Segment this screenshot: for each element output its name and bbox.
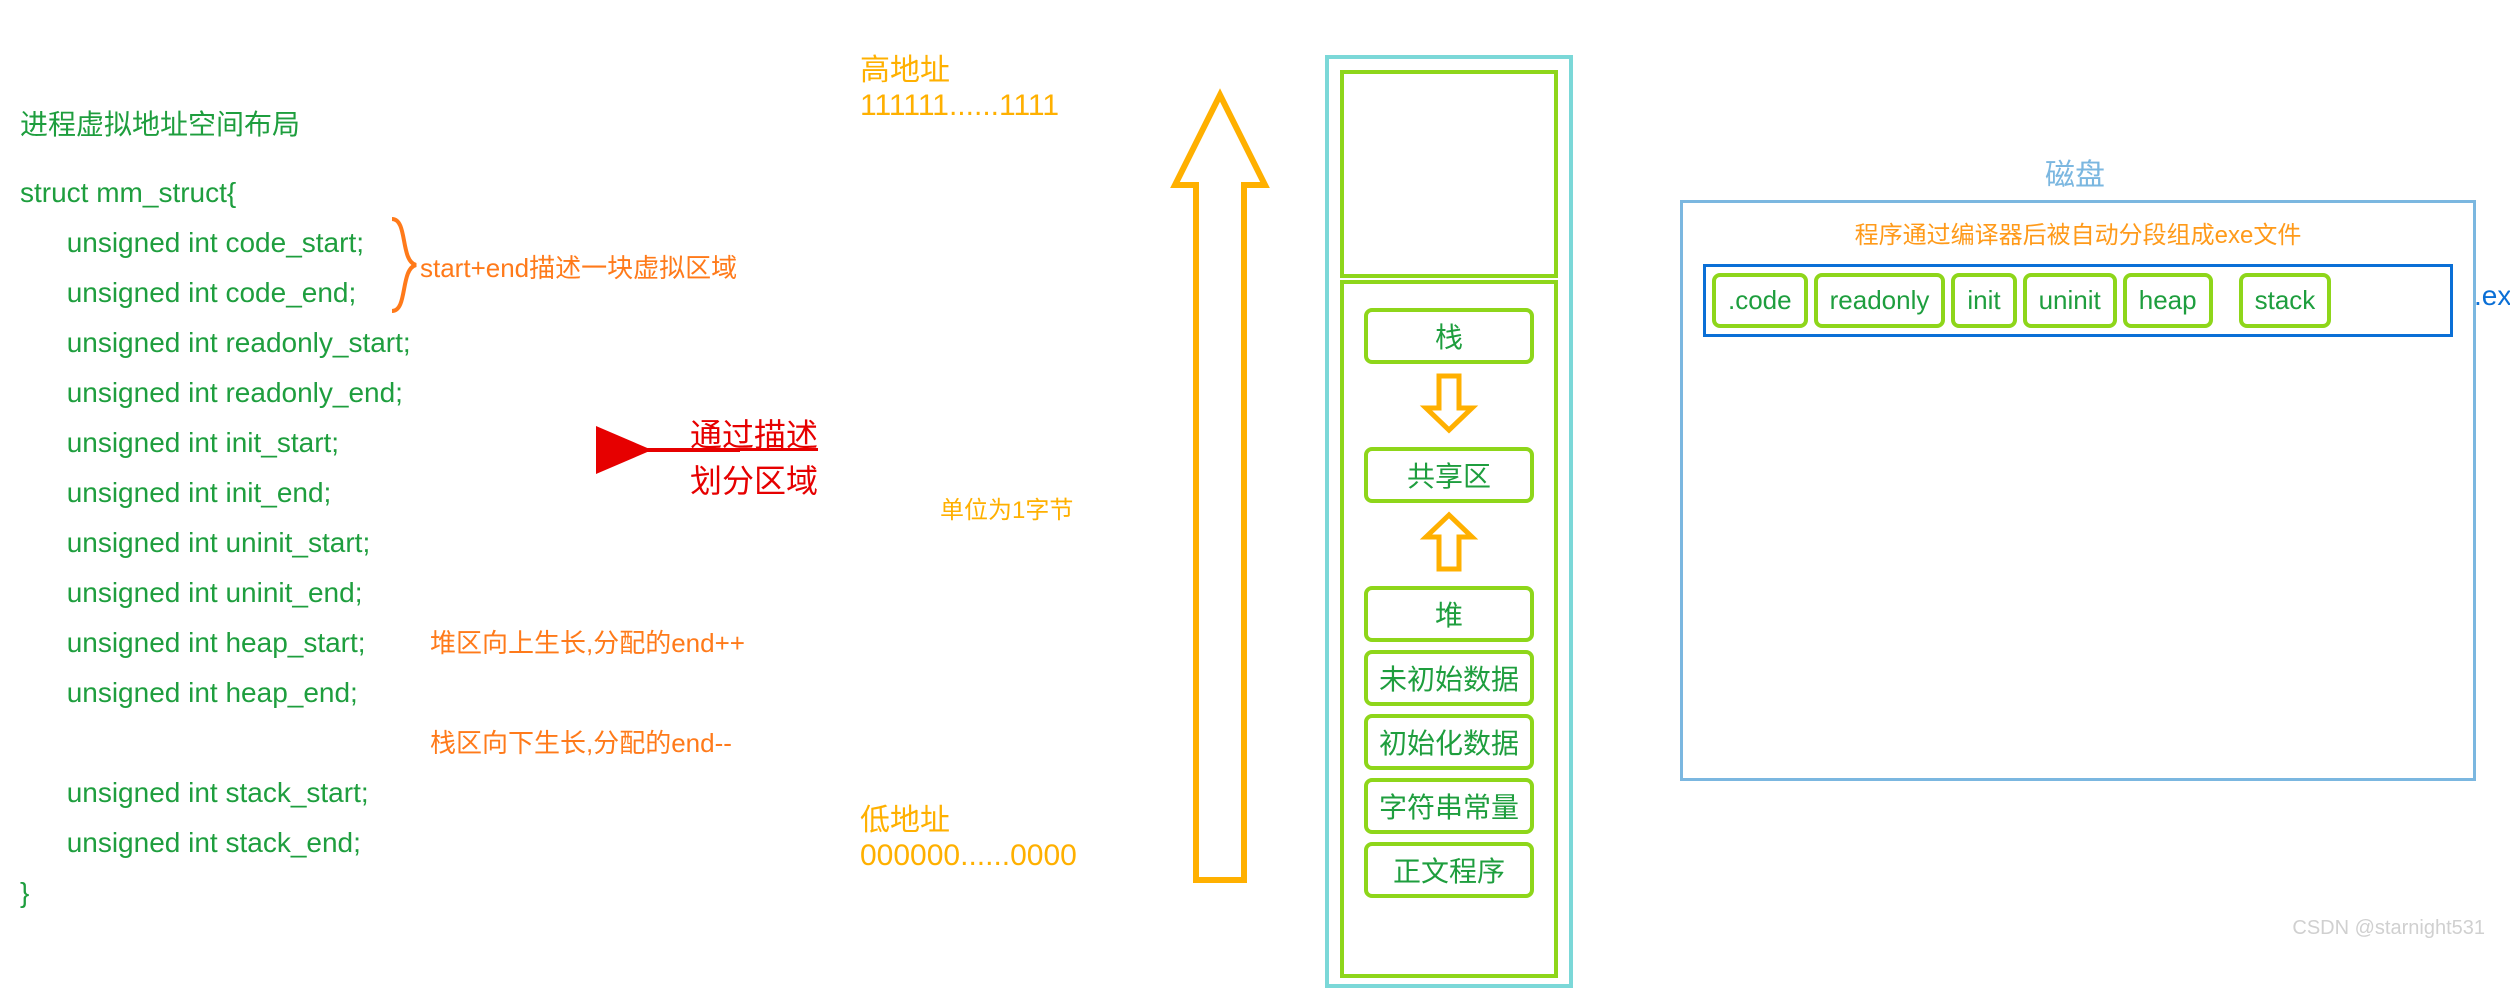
memory-cells-box: 栈 共享区 堆 未初始数据 初始化数据 字符串常量 正文程序 (1340, 280, 1558, 978)
mem-cell-uninit: 未初始数据 (1364, 650, 1534, 706)
mem-cell-text: 正文程序 (1364, 842, 1534, 898)
watermark: CSDN @starnight531 (2292, 917, 2485, 940)
up-arrow-icon (1344, 511, 1554, 573)
exe-box: .code readonly init uninit heap stack (1703, 264, 2453, 337)
seg-stack: stack (2239, 273, 2332, 328)
mem-cell-stack: 栈 (1364, 308, 1534, 364)
seg-code: .code (1712, 273, 1808, 328)
disk-note: 程序通过编译器后被自动分段组成exe文件 (1683, 215, 2473, 250)
disk-box: 程序通过编译器后被自动分段组成exe文件 .code readonly init… (1680, 200, 2476, 781)
disk-title: 磁盘 (1680, 150, 2470, 194)
mem-cell-init: 初始化数据 (1364, 714, 1534, 770)
diagram-root: 进程虚拟地址空间布局 struct mm_struct{ unsigned in… (0, 0, 2510, 950)
down-arrow-icon (1344, 372, 1554, 434)
seg-uninit: uninit (2023, 273, 2117, 328)
mem-cell-strconst: 字符串常量 (1364, 778, 1534, 834)
seg-init: init (1951, 273, 2016, 328)
memory-cells-container: 栈 共享区 堆 未初始数据 初始化数据 字符串常量 正文程序 (1344, 284, 1554, 898)
exe-label: .exe (2474, 280, 2510, 312)
memory-top-box (1340, 70, 1558, 278)
mem-cell-shared: 共享区 (1364, 447, 1534, 503)
seg-readonly: readonly (1814, 273, 1946, 328)
mem-cell-heap: 堆 (1364, 586, 1534, 642)
seg-heap: heap (2123, 273, 2213, 328)
